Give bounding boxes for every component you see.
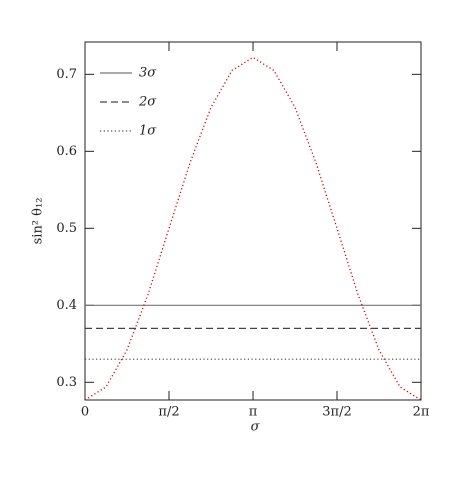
- x-tick-label: 3π/2: [322, 405, 351, 420]
- y-tick-label: 0.7: [56, 67, 77, 82]
- data-line: [84, 56, 422, 401]
- legend-label: 1σ: [139, 124, 157, 139]
- x-tick-label: π/2: [158, 405, 179, 420]
- y-tick-label: 0.4: [56, 298, 77, 313]
- legend-label: 3σ: [139, 66, 157, 81]
- y-tick-label: 0.5: [56, 221, 77, 236]
- y-tick-label: 0.3: [56, 375, 77, 390]
- y-tick-label: 0.6: [56, 144, 77, 159]
- legend-label: 2σ: [138, 95, 157, 110]
- plot-frame: [84, 41, 422, 401]
- x-axis-label: σ: [251, 420, 261, 435]
- x-tick-label: 0: [81, 405, 89, 420]
- y-axis-label: sin² θ₁₂: [31, 198, 46, 245]
- x-tick-label: 2π: [413, 405, 430, 420]
- x-tick-label: π: [249, 405, 258, 420]
